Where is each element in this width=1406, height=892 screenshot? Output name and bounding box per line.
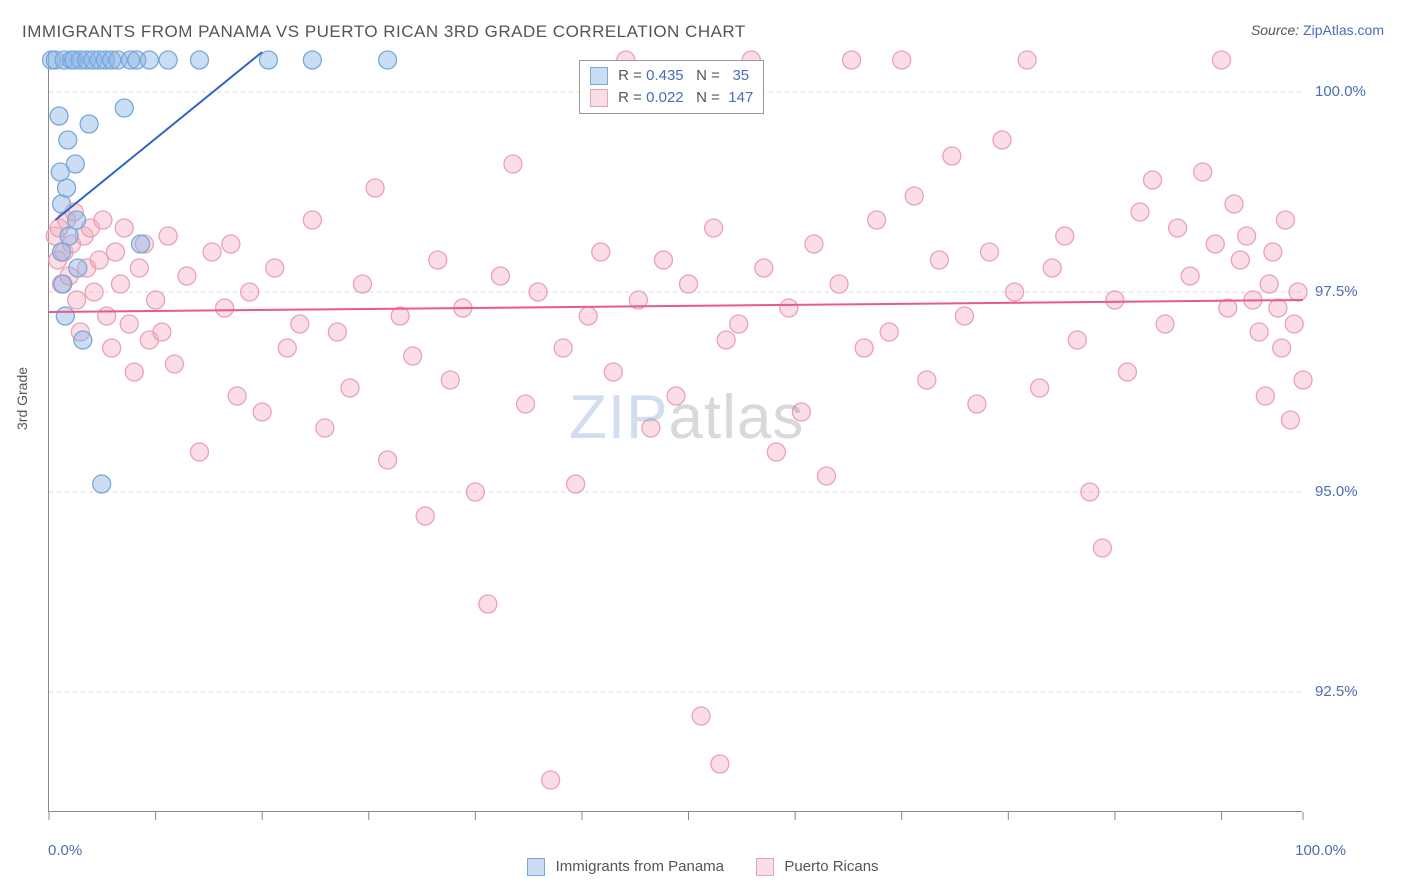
chart-title: IMMIGRANTS FROM PANAMA VS PUERTO RICAN 3… xyxy=(22,22,746,42)
n-value-a: 35 xyxy=(732,67,749,84)
chart-container: IMMIGRANTS FROM PANAMA VS PUERTO RICAN 3… xyxy=(0,0,1406,892)
series-b-label: Puerto Ricans xyxy=(784,858,878,875)
n-value-b: 147 xyxy=(728,89,753,106)
scatter-svg xyxy=(49,52,1303,812)
n-label-b: N = xyxy=(696,89,720,106)
series-a-label: Immigrants from Panama xyxy=(556,858,724,875)
y-tick-label: 95.0% xyxy=(1315,483,1358,500)
r-value-b: 0.022 xyxy=(646,89,684,106)
legend-swatch-b xyxy=(590,89,608,107)
legend-row-series-b: R = 0.022 N = 147 xyxy=(590,87,753,109)
bottom-swatch-a xyxy=(527,858,545,876)
r-label-a: R = xyxy=(618,67,642,84)
series-a-points xyxy=(43,51,397,493)
n-label-a: N = xyxy=(696,67,720,84)
r-value-a: 0.435 xyxy=(646,67,684,84)
bottom-legend: Immigrants from Panama Puerto Ricans xyxy=(0,858,1406,876)
x-axis-max-label: 100.0% xyxy=(1295,842,1346,859)
legend-row-series-a: R = 0.435 N = 35 xyxy=(590,65,753,87)
x-tick-marks xyxy=(49,812,1303,820)
y-axis-label: 3rd Grade xyxy=(14,367,30,430)
series-b-points xyxy=(46,51,1312,789)
source-credit: Source: ZipAtlas.com xyxy=(1251,22,1384,38)
bottom-legend-item-b: Puerto Ricans xyxy=(756,858,878,876)
legend-swatch-a xyxy=(590,67,608,85)
bottom-swatch-b xyxy=(756,858,774,876)
correlation-legend: R = 0.435 N = 35 R = 0.022 N = 147 xyxy=(579,60,764,114)
y-tick-label: 92.5% xyxy=(1315,683,1358,700)
plot-area: ZIPatlas R = 0.435 N = 35 R = 0.022 N = … xyxy=(48,52,1302,812)
x-axis-min-label: 0.0% xyxy=(48,842,82,859)
y-tick-label: 97.5% xyxy=(1315,283,1358,300)
r-label-b: R = xyxy=(618,89,642,106)
source-link[interactable]: ZipAtlas.com xyxy=(1303,22,1384,38)
bottom-legend-item-a: Immigrants from Panama xyxy=(527,858,724,876)
y-tick-label: 100.0% xyxy=(1315,83,1366,100)
source-label: Source: xyxy=(1251,22,1299,38)
